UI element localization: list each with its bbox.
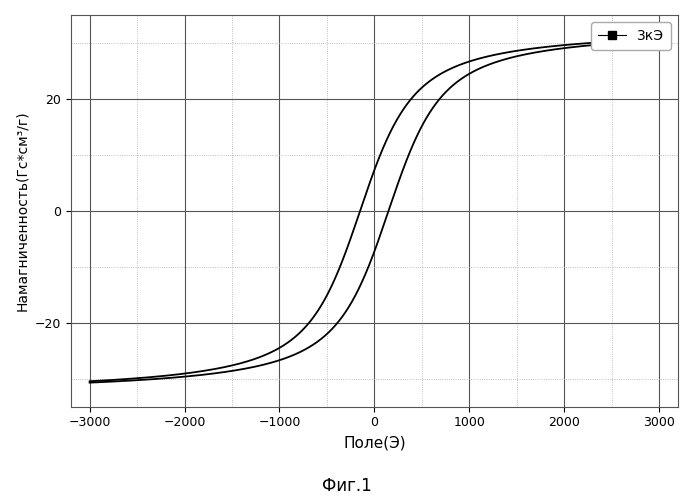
Legend: 3кЭ: 3кЭ xyxy=(591,22,671,50)
X-axis label: Поле(Э): Поле(Э) xyxy=(343,435,405,450)
Text: Фиг.1: Фиг.1 xyxy=(322,477,371,495)
Y-axis label: Намагниченность(Гс*см³/г): Намагниченность(Гс*см³/г) xyxy=(15,110,29,311)
